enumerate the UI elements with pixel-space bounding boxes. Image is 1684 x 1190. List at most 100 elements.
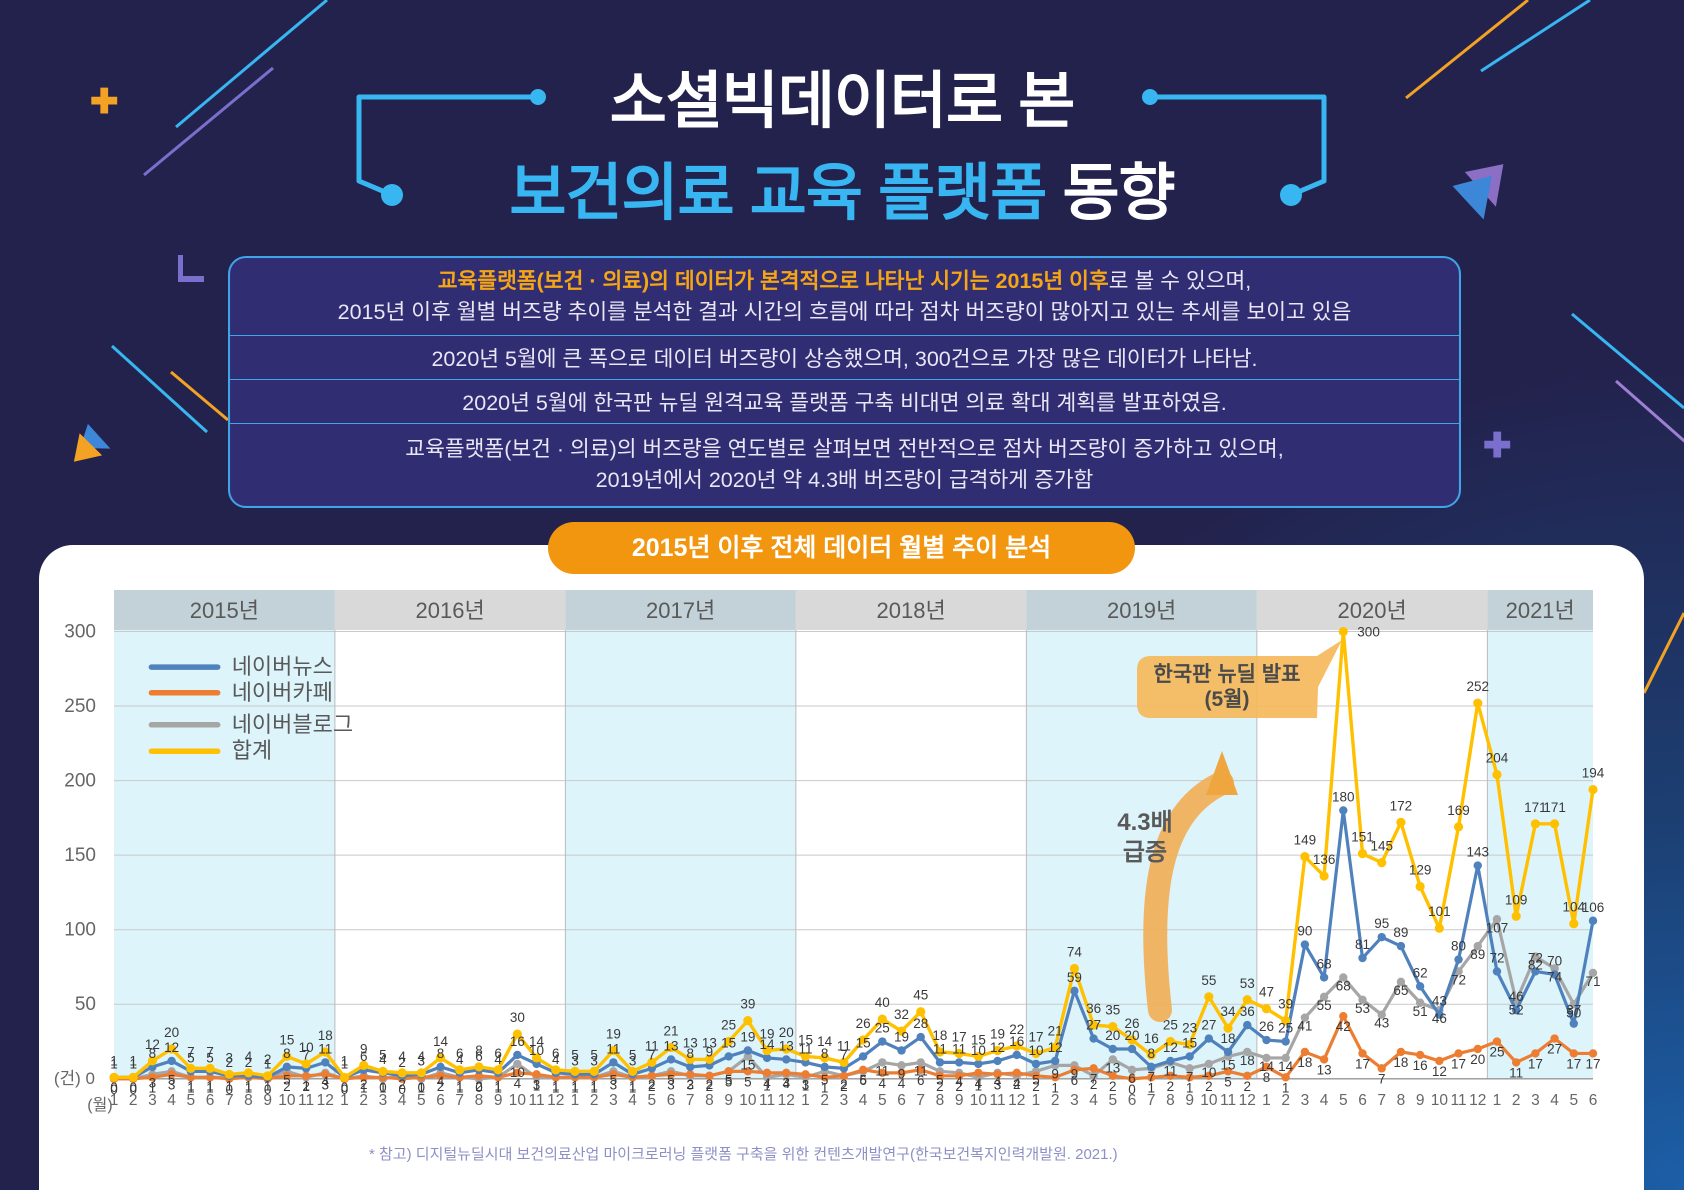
svg-text:12: 12	[1163, 1040, 1178, 1055]
svg-text:2021년: 2021년	[1506, 598, 1575, 623]
svg-text:11: 11	[1163, 1063, 1177, 1078]
svg-text:39: 39	[1278, 997, 1293, 1012]
svg-text:12: 12	[1432, 1064, 1447, 1079]
svg-text:27: 27	[1201, 1018, 1216, 1033]
svg-text:89: 89	[1470, 947, 1485, 962]
svg-text:10: 10	[509, 1092, 527, 1109]
svg-text:12: 12	[164, 1040, 179, 1055]
svg-text:20: 20	[164, 1025, 179, 1040]
svg-text:1: 1	[571, 1092, 580, 1109]
svg-text:3: 3	[840, 1092, 849, 1109]
svg-text:9: 9	[263, 1092, 272, 1109]
svg-text:25: 25	[1489, 1045, 1504, 1060]
svg-text:2: 2	[1281, 1092, 1290, 1109]
svg-text:12: 12	[317, 1092, 334, 1109]
svg-text:14: 14	[1278, 1059, 1294, 1074]
svg-text:3: 3	[609, 1092, 618, 1109]
svg-text:129: 129	[1409, 862, 1432, 877]
svg-text:20: 20	[1470, 1052, 1485, 1067]
svg-text:10: 10	[1431, 1092, 1449, 1109]
svg-text:3: 3	[667, 1077, 675, 1092]
svg-text:1: 1	[264, 1056, 272, 1071]
svg-text:52: 52	[1509, 1002, 1524, 1017]
svg-text:3: 3	[571, 1053, 579, 1068]
svg-text:6: 6	[475, 1049, 483, 1064]
svg-text:5: 5	[417, 1092, 426, 1109]
svg-text:4: 4	[763, 1076, 771, 1091]
svg-text:3: 3	[168, 1077, 176, 1092]
svg-text:4: 4	[859, 1092, 868, 1109]
svg-text:16: 16	[510, 1034, 525, 1049]
svg-text:12: 12	[1008, 1092, 1025, 1109]
svg-text:6: 6	[917, 1073, 925, 1088]
svg-text:8: 8	[283, 1046, 291, 1061]
svg-text:20: 20	[1105, 1028, 1120, 1043]
svg-text:5: 5	[187, 1050, 195, 1065]
svg-text:18: 18	[1297, 1055, 1312, 1070]
svg-text:4: 4	[898, 1076, 906, 1091]
svg-text:10: 10	[970, 1092, 988, 1109]
svg-text:101: 101	[1428, 904, 1451, 919]
svg-text:15: 15	[721, 1035, 736, 1050]
svg-text:3: 3	[533, 1077, 541, 1092]
svg-text:74: 74	[1547, 969, 1563, 984]
svg-text:합계: 합계	[232, 738, 272, 763]
svg-text:1: 1	[341, 1056, 349, 1071]
svg-text:35: 35	[1105, 1003, 1120, 1018]
svg-text:한국판 뉴딜 발표: 한국판 뉴딜 발표	[1154, 663, 1301, 686]
svg-text:4: 4	[1013, 1076, 1021, 1091]
svg-text:11: 11	[318, 1041, 332, 1056]
svg-text:11: 11	[1451, 1092, 1467, 1109]
svg-text:70: 70	[1547, 953, 1562, 968]
svg-text:네이버카페: 네이버카페	[232, 680, 333, 705]
svg-text:6: 6	[1128, 1092, 1137, 1109]
svg-text:25: 25	[875, 1021, 890, 1036]
svg-text:55: 55	[1317, 998, 1332, 1013]
svg-text:1: 1	[340, 1092, 349, 1109]
svg-text:2: 2	[590, 1092, 599, 1109]
svg-text:1: 1	[129, 1056, 137, 1071]
svg-text:8: 8	[437, 1046, 445, 1061]
svg-text:65: 65	[1393, 983, 1408, 998]
svg-text:72: 72	[1451, 972, 1466, 987]
svg-text:71: 71	[1585, 974, 1600, 989]
svg-text:171: 171	[1543, 800, 1566, 815]
svg-text:42: 42	[1336, 1019, 1351, 1034]
svg-text:8: 8	[1147, 1046, 1155, 1061]
svg-text:50: 50	[75, 994, 96, 1015]
svg-text:55: 55	[1201, 973, 1216, 988]
svg-text:(건) 0: (건) 0	[54, 1069, 95, 1088]
svg-text:2015년: 2015년	[190, 598, 259, 623]
svg-text:59: 59	[1067, 970, 1082, 985]
svg-text:7: 7	[302, 1047, 310, 1062]
svg-text:16: 16	[1144, 1031, 1159, 1046]
svg-text:3: 3	[994, 1077, 1002, 1092]
svg-text:8: 8	[936, 1092, 945, 1109]
svg-text:10: 10	[1028, 1043, 1043, 1058]
svg-text:43: 43	[1374, 1016, 1389, 1031]
svg-text:3: 3	[379, 1092, 388, 1109]
svg-text:11: 11	[759, 1092, 775, 1109]
svg-text:4: 4	[1550, 1092, 1559, 1109]
svg-text:6: 6	[1071, 1073, 1079, 1088]
svg-text:109: 109	[1505, 892, 1528, 907]
svg-text:5: 5	[648, 1092, 657, 1109]
svg-text:8: 8	[705, 1092, 714, 1109]
svg-text:51: 51	[1413, 1004, 1428, 1019]
svg-text:5: 5	[1339, 1092, 1348, 1109]
svg-text:15: 15	[740, 1057, 755, 1072]
svg-text:네이버뉴스: 네이버뉴스	[232, 654, 333, 679]
svg-text:1: 1	[1032, 1092, 1041, 1109]
svg-text:11: 11	[798, 1041, 812, 1056]
svg-text:11: 11	[933, 1041, 947, 1056]
svg-text:4: 4	[1089, 1092, 1098, 1109]
svg-text:3: 3	[1531, 1092, 1540, 1109]
svg-text:7: 7	[225, 1092, 234, 1109]
svg-text:2: 2	[1512, 1092, 1521, 1109]
svg-text:4: 4	[975, 1076, 983, 1091]
svg-text:13: 13	[664, 1038, 679, 1053]
svg-text:10: 10	[278, 1092, 296, 1109]
svg-text:2: 2	[225, 1055, 233, 1070]
svg-text:13: 13	[1317, 1062, 1332, 1077]
svg-text:100: 100	[64, 920, 96, 941]
